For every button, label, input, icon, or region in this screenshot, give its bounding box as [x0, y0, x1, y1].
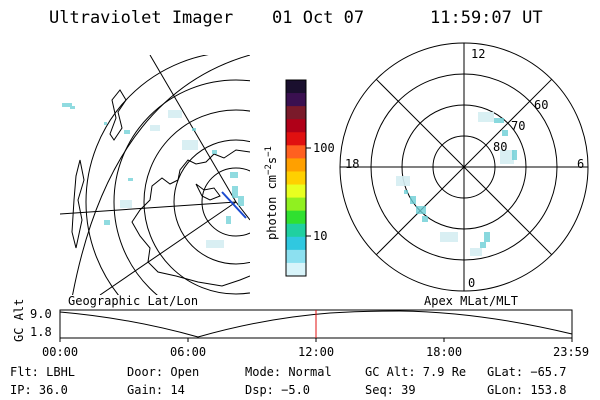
altitude-ymax: 9.0 [30, 307, 52, 321]
instrument-title: Ultraviolet Imager [49, 8, 234, 28]
time-label: 11:59:07 UT [430, 8, 543, 28]
lat-circle [85, 55, 209, 295]
coastline [131, 149, 250, 287]
colorbar-segment [286, 93, 306, 107]
lon-line [60, 201, 237, 215]
map-boundary [72, 55, 250, 295]
altitude-x-ticks [59, 338, 573, 342]
colorbar-segment [286, 119, 306, 133]
ip-info: IP: 36.0 [10, 383, 68, 397]
colorbar-segment [286, 171, 306, 186]
colorbar-segment [286, 223, 306, 238]
mlt-label-dawn: 6 [577, 157, 585, 171]
gain-info: Gain: 14 [127, 383, 185, 397]
lon-line [99, 201, 237, 295]
altitude-xtick: 06:00 [170, 345, 207, 359]
coastline [71, 159, 85, 249]
lat-label-70: 70 [511, 119, 526, 133]
lat-circle [113, 79, 250, 295]
aurora-emission-right [396, 112, 517, 256]
colorbar-frame [285, 79, 307, 277]
aurora-noise-left [120, 110, 224, 248]
lat-label-60: 60 [534, 98, 549, 112]
aurora-emission-left [62, 103, 244, 225]
mlt-diagonal [375, 78, 553, 256]
colorbar-segment [286, 262, 306, 277]
lat-circle [173, 139, 250, 265]
date-label: 01 Oct 07 [272, 8, 365, 28]
altitude-curve [59, 310, 573, 338]
altitude-xtick: 23:59 [553, 345, 590, 359]
glat-info: GLat: −65.7 [487, 365, 567, 379]
colorbar-segment [286, 184, 306, 199]
gc-alt-info: GC Alt: 7.9 Re [365, 365, 467, 379]
dsp-info: Dsp: −5.0 [245, 383, 311, 397]
altitude-xtick: 00:00 [42, 345, 79, 359]
altitude-xtick: 18:00 [426, 345, 463, 359]
mlt-label-dusk: 18 [345, 157, 360, 171]
colorbar-segment [286, 197, 306, 212]
colorbar-segment [286, 210, 306, 225]
colorbar-segment [286, 80, 306, 94]
colorbar-segment [286, 106, 306, 120]
altitude-ylabel: GC Alt [12, 298, 26, 342]
mlt-label-midnight: 0 [468, 276, 476, 290]
mlt-label-noon: 12 [471, 47, 486, 61]
coastline [195, 183, 221, 201]
colorbar-segment [286, 158, 306, 172]
altitude-xtick: 12:00 [298, 345, 335, 359]
coastline [109, 89, 127, 141]
satellite-track [221, 191, 247, 219]
colorbar-segment [286, 249, 306, 264]
altitude-ymin: 1.8 [30, 325, 52, 339]
colorbar-gradient [286, 80, 306, 277]
colorbar-segment [286, 236, 306, 251]
lat-circle [143, 109, 250, 295]
door-info: Door: Open [127, 365, 200, 379]
mode-info: Mode: Normal [245, 365, 332, 379]
lat-circle [201, 167, 250, 237]
colorbar-tick-label: 100 [313, 141, 335, 155]
colorbar-segment [286, 132, 306, 146]
colorbar-segment [286, 145, 306, 159]
colorbar-tick-label: 10 [313, 229, 328, 243]
filter-info: Flt: LBHL [10, 365, 76, 379]
lat-label-80: 80 [493, 140, 508, 154]
seq-info: Seq: 39 [365, 383, 416, 397]
glon-info: GLon: 153.8 [487, 383, 567, 397]
apex-map-label: Apex MLat/MLT [424, 294, 518, 308]
geographic-map-label: Geographic Lat/Lon [68, 294, 199, 308]
